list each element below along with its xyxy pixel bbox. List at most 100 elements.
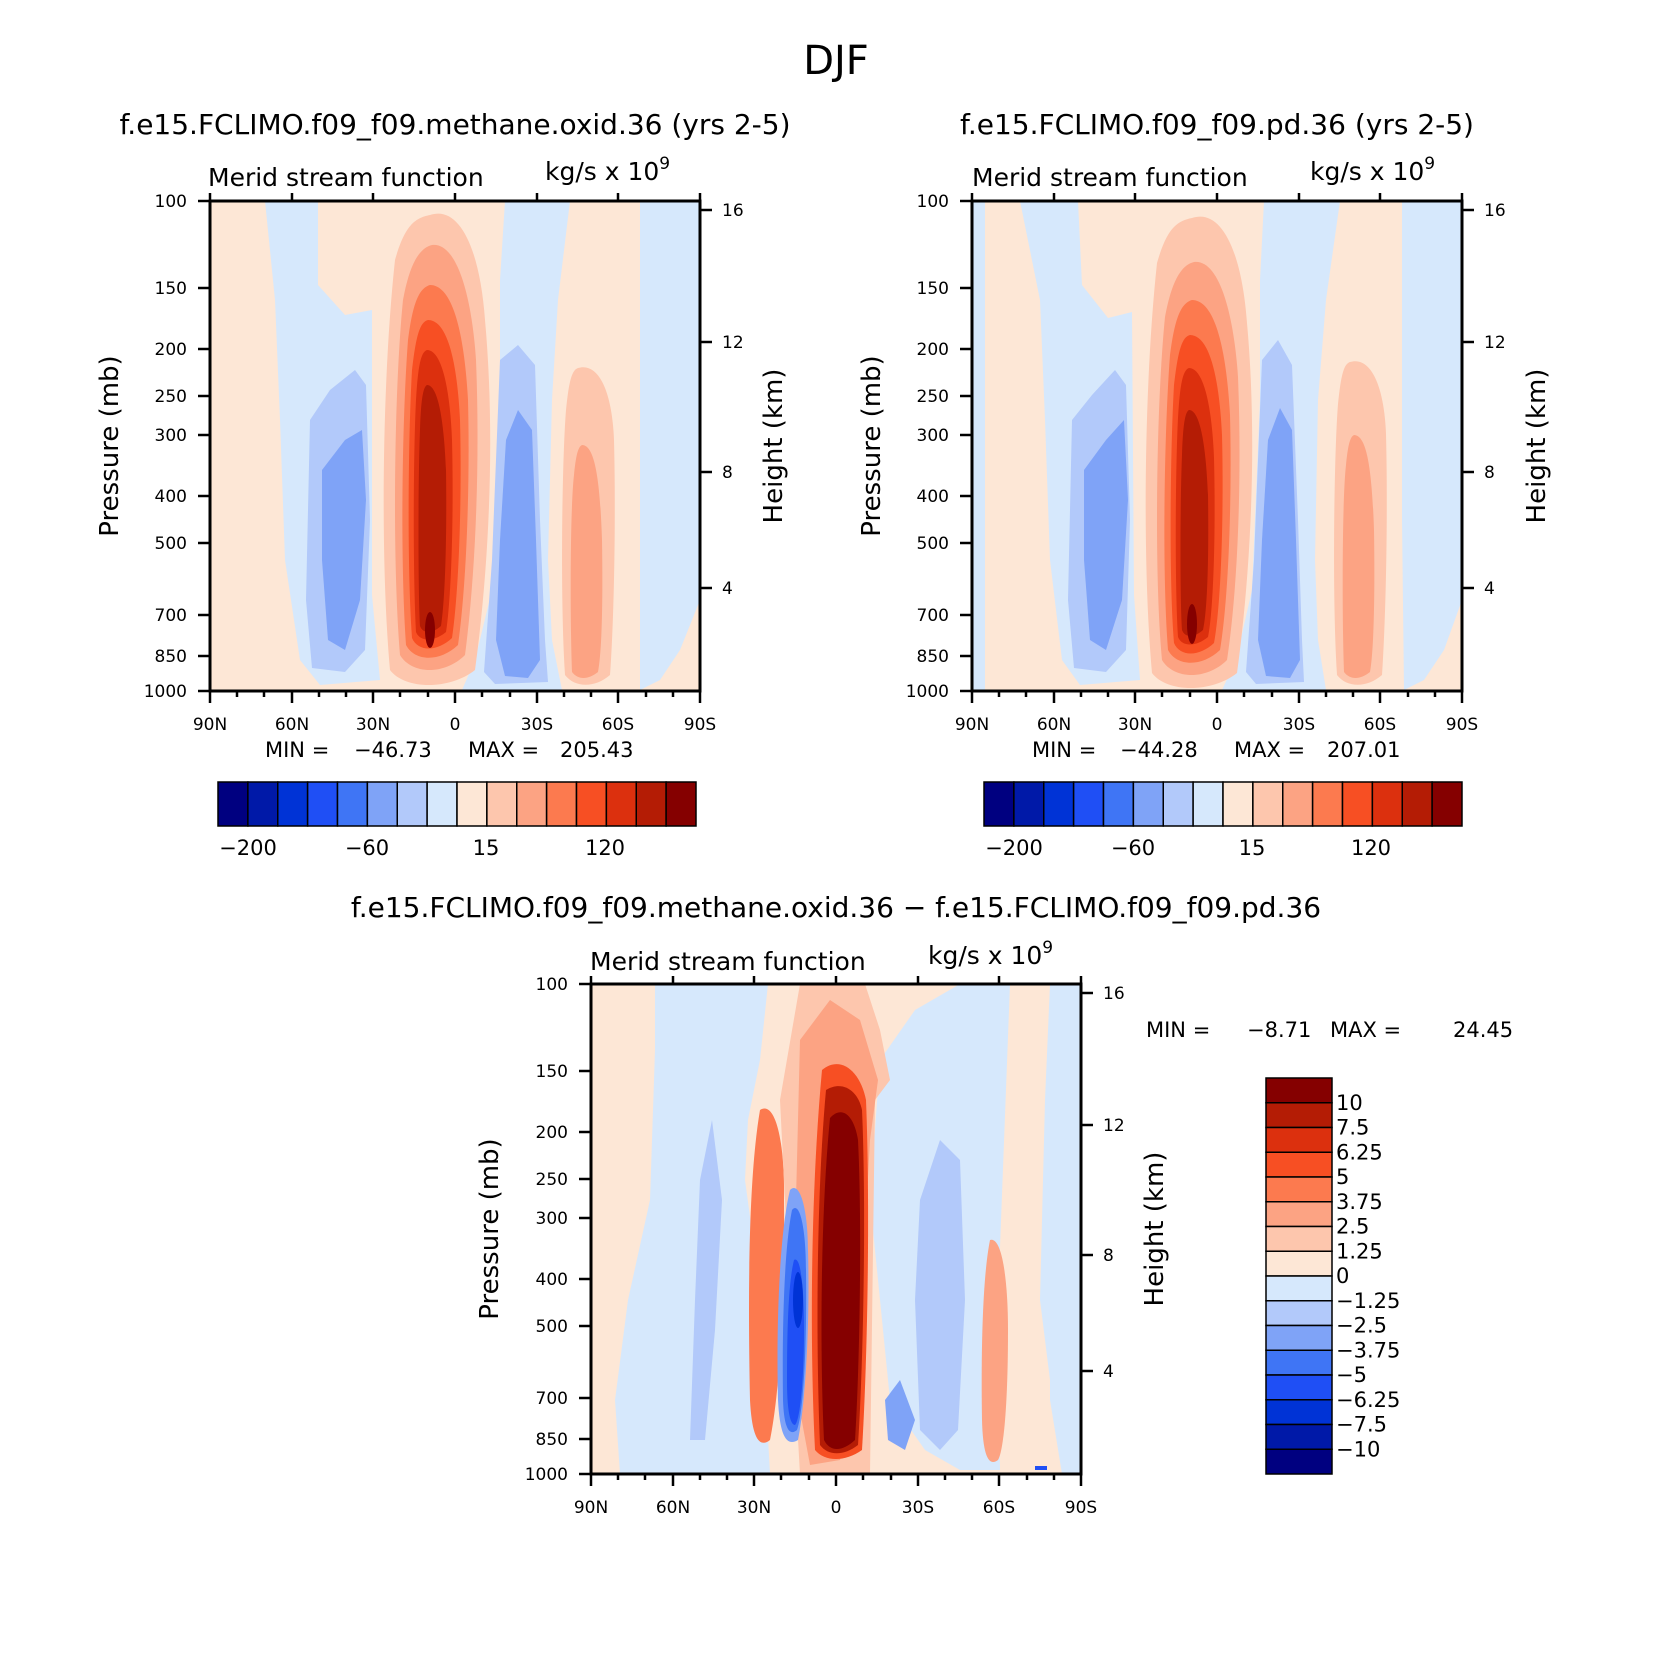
y-tick-label: 500 <box>536 1317 568 1337</box>
colorbar-label: −1.25 <box>1336 1289 1400 1313</box>
panel-subtitle: Merid stream function <box>208 163 484 192</box>
colorbar-box <box>1265 1201 1333 1228</box>
panel-diff: f.e15.FCLIMO.f09_f09.methane.oxid.36 − f… <box>351 891 1513 1518</box>
y-tick-label: 1000 <box>906 682 949 702</box>
y-tick-label: 300 <box>536 1209 568 1229</box>
colorbar-label: −60 <box>1111 836 1155 860</box>
colorbar-label: 3.75 <box>1336 1190 1383 1214</box>
y-tick-label: 500 <box>155 534 187 554</box>
y-tick-label: 250 <box>917 387 949 407</box>
y-tick-label: 300 <box>917 426 949 446</box>
contour-blue-6 <box>1258 408 1300 678</box>
x-tick-label: 30S <box>521 715 553 735</box>
colorbar-box <box>1265 1423 1333 1450</box>
colorbar-label: 10 <box>1336 1091 1363 1115</box>
panel-title: f.e15.FCLIMO.f09_f09.methane.oxid.36 − f… <box>351 891 1321 924</box>
contour-blue-min <box>793 1272 803 1328</box>
contour-blue-8 <box>972 201 985 690</box>
min-max-readout: MIN = −44.28 MAX = 207.01 <box>1032 738 1400 762</box>
colorbar-box <box>1265 1399 1333 1426</box>
colorbar-box <box>1222 781 1254 827</box>
y2-tick-label: 12 <box>1103 1116 1125 1136</box>
x-tick-label: 90N <box>193 715 227 735</box>
colorbar-box <box>1072 781 1105 827</box>
colorbar-box <box>1265 1250 1333 1277</box>
colorbar-label: 0 <box>1336 1264 1349 1288</box>
x-tick-label: 30S <box>902 1498 934 1518</box>
colorbar-box <box>277 781 309 827</box>
contour-red-2 <box>749 1108 785 1443</box>
max-label: MAX = <box>468 738 539 762</box>
max-value: 205.43 <box>560 738 633 762</box>
x-tick-label: 90N <box>955 715 989 735</box>
colorbar-box <box>1252 781 1284 827</box>
colorbar-box <box>983 781 1015 827</box>
contour-field <box>210 201 700 691</box>
y2-axis-label: Height (km) <box>1522 369 1552 524</box>
contour-red-6 <box>418 385 447 632</box>
y-tick-label: 100 <box>917 192 949 212</box>
colorbar-box <box>336 781 369 827</box>
x-tick-labels: 90N 60N 30N 0 30S 60S 90S <box>193 715 716 735</box>
y2-axis-label: Height (km) <box>759 369 789 524</box>
y2-tick-label: 4 <box>722 579 733 599</box>
colorbar-labels: 107.56.2553.752.51.250−1.25−2.5−3.75−5−6… <box>1336 1091 1400 1462</box>
colorbar-label: 1.25 <box>1336 1239 1383 1263</box>
colorbar <box>217 781 697 827</box>
panel-title: f.e15.FCLIMO.f09_f09.pd.36 (yrs 2-5) <box>960 108 1474 141</box>
colorbar-box <box>665 781 697 827</box>
colorbar-box <box>306 781 339 827</box>
colorbar-box <box>575 781 608 827</box>
contour-red-max <box>425 612 435 648</box>
units-label: kg/s x 109 <box>928 938 1053 970</box>
colorbar-label: −10 <box>1336 1437 1380 1461</box>
colorbar-box <box>1265 1300 1333 1327</box>
y-tick-label: 200 <box>917 340 949 360</box>
y2-tick-label: 12 <box>1484 333 1506 353</box>
units-exponent: 9 <box>659 154 670 174</box>
units-label: kg/s x 109 <box>1310 154 1435 186</box>
units-exponent: 9 <box>1424 154 1435 174</box>
x-tick-label: 0 <box>450 715 461 735</box>
colorbar-box <box>1311 781 1344 827</box>
colorbar-box <box>1013 781 1045 827</box>
y2-tick-labels: 16 12 8 4 <box>1103 984 1125 1382</box>
y-tick-label: 400 <box>917 487 949 507</box>
contour-red-s2 <box>1342 435 1375 678</box>
colorbar-box <box>366 781 398 827</box>
y-tick-label: 300 <box>155 426 187 446</box>
y-tick-label: 250 <box>536 1170 568 1190</box>
contour-blue-3 <box>1084 420 1128 650</box>
y-tick-labels: 100 150 200 250 300 400 500 700 850 1000 <box>525 975 568 1485</box>
colorbar-box <box>1265 1151 1333 1178</box>
y-tick-label: 400 <box>155 487 187 507</box>
colorbar-box <box>1265 1126 1333 1153</box>
y-tick-label: 150 <box>536 1062 568 1082</box>
colorbar-box <box>426 781 458 827</box>
contour-blue-5 <box>915 1140 965 1450</box>
y2-tick-label: 8 <box>1484 463 1495 483</box>
panel-methane: f.e15.FCLIMO.f09_f09.methane.oxid.36 (yr… <box>95 108 791 860</box>
contour-blue-6 <box>885 1380 915 1450</box>
x-tick-label: 60N <box>656 1498 690 1518</box>
x-tick-label: 90S <box>1065 1498 1097 1518</box>
y2-tick-label: 12 <box>722 333 744 353</box>
y-tick-label: 500 <box>917 534 949 554</box>
contour-red-1 <box>998 984 1070 1474</box>
x-tick-label: 60S <box>602 715 634 735</box>
colorbar-labels: −200 −60 15 120 <box>985 836 1391 860</box>
contour-red-s2 <box>570 445 603 678</box>
colorbar-label: −60 <box>345 836 389 860</box>
y-axis-label: Pressure (mb) <box>475 1138 505 1319</box>
y-tick-label: 1000 <box>144 682 187 702</box>
colorbar-box <box>635 781 667 827</box>
min-label: MIN = <box>265 738 329 762</box>
ticks <box>579 976 1093 1486</box>
colorbar-box <box>1265 1374 1333 1401</box>
x-tick-label: 90N <box>574 1498 608 1518</box>
y-tick-labels: 100 150 200 250 300 400 500 700 850 1000 <box>906 192 949 702</box>
y-tick-label: 150 <box>155 279 187 299</box>
colorbar-label: 2.5 <box>1336 1215 1369 1239</box>
colorbar-box <box>1192 781 1224 827</box>
colorbar-label: 6.25 <box>1336 1140 1383 1164</box>
